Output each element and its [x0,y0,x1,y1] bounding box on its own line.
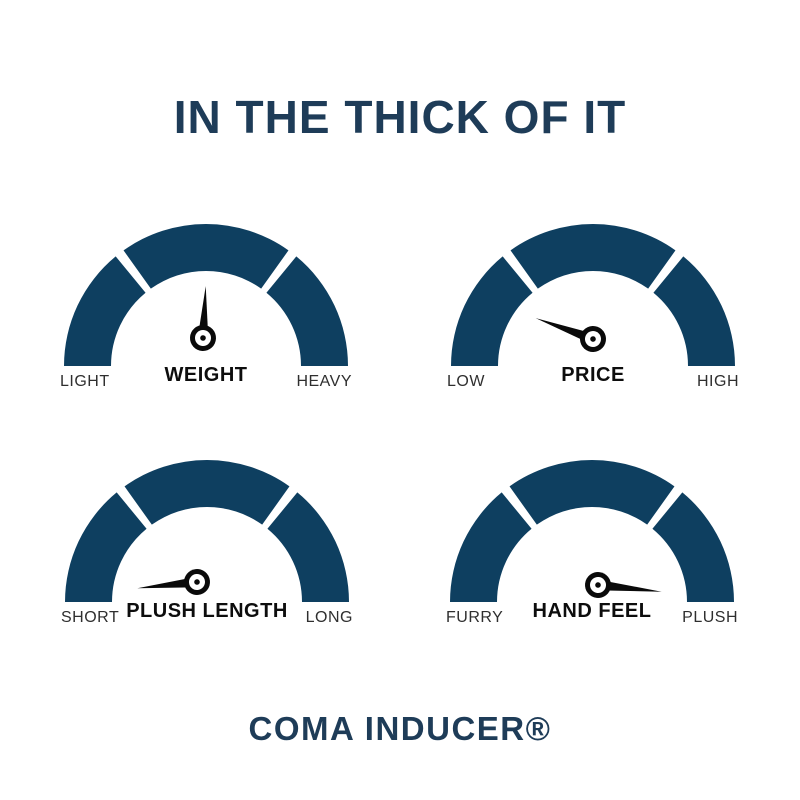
gauge-title: HAND FEEL [532,600,652,622]
gauge-weight: LIGHT WEIGHT HEAVY [46,220,366,400]
gauge-arc-segment [652,492,734,602]
gauge-hand-feel-dial [450,460,734,602]
gauge-price: LOW PRICE HIGH [433,220,753,400]
needle-pivot-dot [194,579,200,585]
gauge-min-label: SHORT [61,609,120,626]
gauge-title: PLUSH LENGTH [126,600,288,622]
gauge-arc-segment [510,224,676,289]
gauge-min-label: FURRY [446,609,504,626]
gauge-arc-segment [266,256,348,366]
needle-pivot-dot [200,335,206,341]
page-title: IN THE THICK OF IT [173,91,627,143]
gauge-arc-segment [64,256,146,366]
gauge-max-label: HIGH [697,373,739,390]
needle-pointer [137,576,200,589]
gauge-arc-segment [123,224,289,289]
gauge-needle [535,318,606,352]
gauge-title: WEIGHT [164,364,248,386]
gauge-arc-segment [65,492,147,602]
gauge-min-label: LOW [447,373,485,390]
gauge-needle [137,569,210,595]
gauge-needle [190,286,216,351]
gauge-max-label: LONG [305,609,353,626]
gauge-plush-length-dial [65,460,349,602]
gauge-weight-dial [64,224,348,366]
gauge-needle [585,572,662,598]
gauge-plush-length: SHORT PLUSH LENGTH LONG [47,456,367,636]
gauge-arc-segment [509,460,675,525]
gauge-max-label: PLUSH [682,609,738,626]
gauge-min-label: LIGHT [60,373,110,390]
gauge-price-dial [451,224,735,366]
needle-pivot-dot [590,336,596,342]
gauge-arc-segment [450,492,532,602]
gauge-arc-segment [267,492,349,602]
gauge-arc-segment [653,256,735,366]
gauge-arc-segment [451,256,533,366]
gauge-hand-feel: FURRY HAND FEEL PLUSH [432,456,752,636]
needle-pivot-dot [595,582,601,588]
brand-name: COMA INDUCER® [248,710,552,747]
gauge-title: PRICE [561,364,625,386]
gauge-arc-segment [124,460,290,525]
gauge-max-label: HEAVY [296,373,352,390]
needle-pointer [595,579,662,592]
